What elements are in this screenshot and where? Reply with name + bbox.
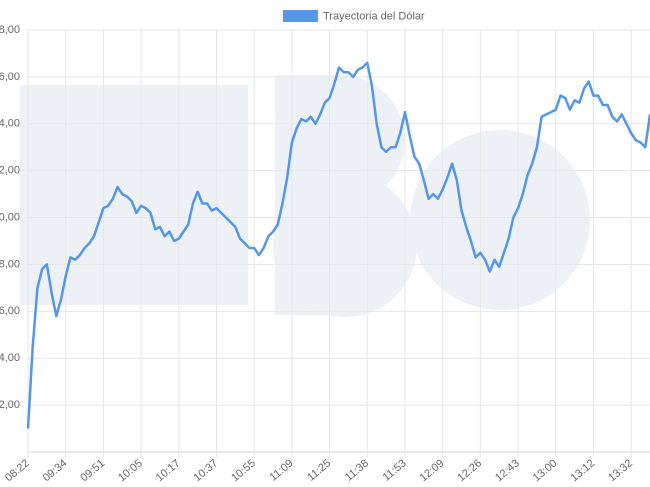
- x-tick-label: 11:09: [267, 457, 295, 483]
- legend-label: Trayectoria del Dólar: [323, 10, 425, 22]
- legend-swatch: [283, 10, 318, 22]
- x-tick-label: 08:22: [3, 457, 32, 484]
- watermark-letter: [275, 75, 405, 205]
- data-line: [26, 61, 650, 429]
- y-tick-label: 2,00: [0, 399, 20, 411]
- x-tick-label: 13:12: [568, 457, 597, 484]
- x-tick-label: 09:51: [78, 457, 107, 484]
- watermark-letter: [273, 173, 417, 317]
- x-tick-label: 09:34: [41, 457, 70, 484]
- watermark: [20, 75, 590, 317]
- y-tick-label: 6,00: [0, 305, 20, 317]
- x-tick-label: 10:55: [229, 457, 258, 484]
- watermark-letter: [410, 130, 590, 310]
- y-tick-label: 4,00: [0, 352, 20, 364]
- watermark-block: [20, 85, 248, 305]
- x-tick-label: 13:00: [531, 457, 560, 484]
- y-tick-label: 4,00: [0, 118, 20, 130]
- x-tick-label: 10:37: [191, 457, 220, 484]
- x-tick-label: 11:25: [305, 457, 333, 483]
- x-tick-label: 12:26: [455, 457, 484, 484]
- x-tick-label: 11:53: [381, 457, 409, 483]
- x-tick-label: 13:32: [606, 457, 635, 484]
- x-tick-label: 12:09: [418, 457, 447, 484]
- y-tick-label: 2,00: [0, 165, 20, 177]
- x-tick-label: 10:05: [116, 457, 145, 484]
- x-tick-label: 11:38: [343, 457, 371, 483]
- y-tick-label: 6,00: [0, 71, 20, 83]
- y-tick-label: 8,00: [0, 258, 20, 270]
- x-tick-label: 10:17: [154, 457, 183, 484]
- y-tick-label: 0,00: [0, 211, 20, 223]
- y-tick-label: 8,00: [0, 24, 20, 36]
- x-tick-label: 12:43: [493, 457, 522, 484]
